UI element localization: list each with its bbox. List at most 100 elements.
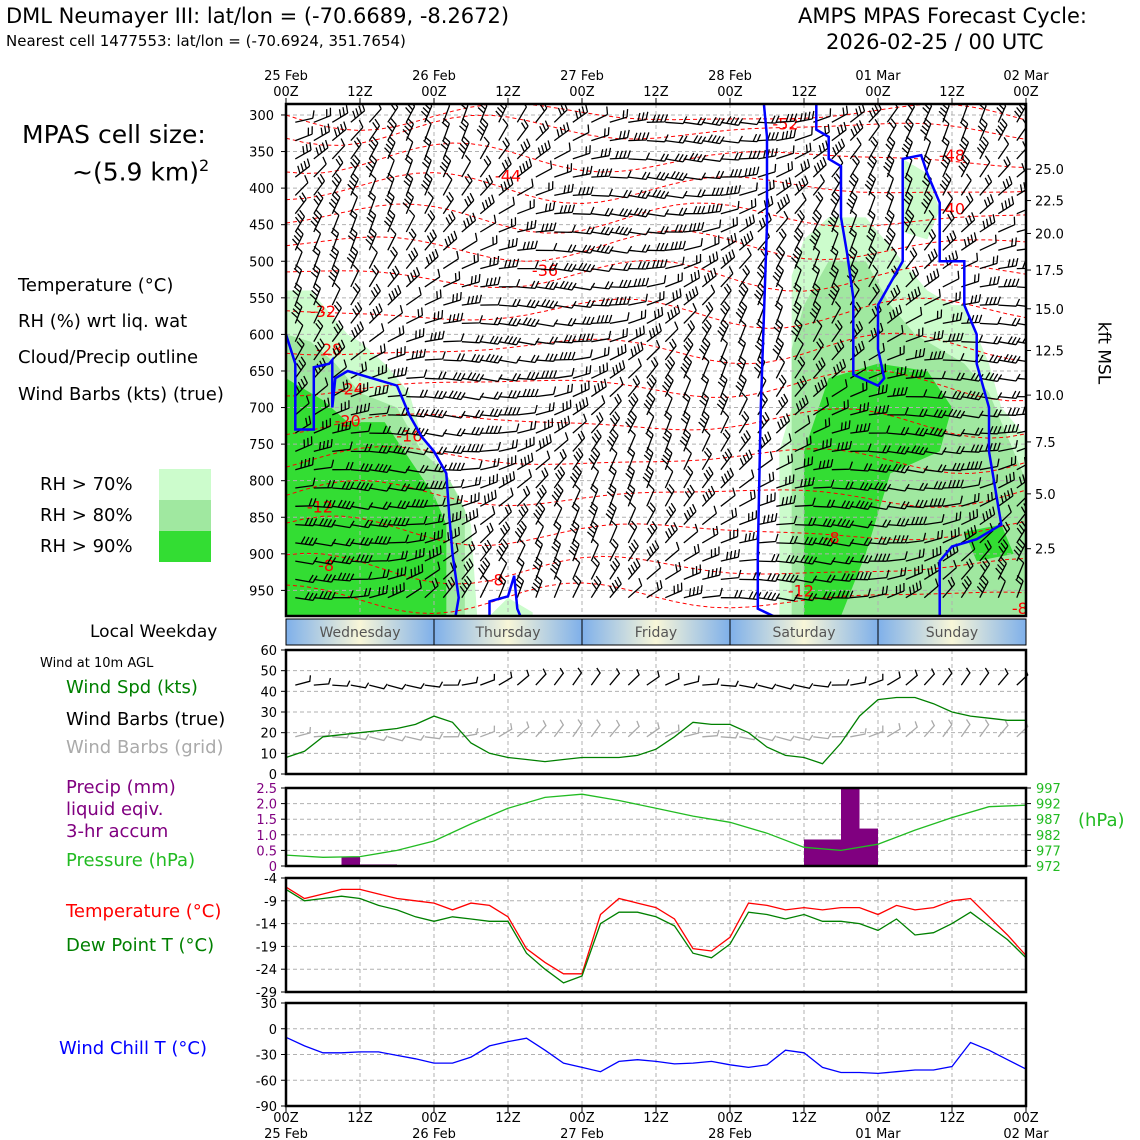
wind-barb [720,301,731,324]
wind-barb [794,497,816,507]
wind-barb [1016,377,1026,380]
wind-barb [516,502,529,525]
wind-barb [387,582,405,599]
wind-barb [683,269,701,288]
bottom-axis-hour: 00Z [569,1111,595,1126]
wind-barb [903,191,914,214]
panel-tick-label: 0 [269,860,277,875]
wind-barb [961,314,983,325]
wind-barb [553,104,568,123]
wind-barb [554,262,577,272]
weekday-name: Saturday [772,625,835,641]
wind-barb [793,227,804,251]
wind-barb [479,522,494,544]
wind-barb [775,413,791,434]
wind-barb [960,173,972,196]
wind-barb [516,452,534,471]
wind-barb [646,521,658,544]
wind-barb [424,248,439,270]
wind-barb [717,319,729,342]
wind-barb [738,411,750,434]
wind-barb [997,175,1013,196]
temperature-contour-line [286,446,1026,475]
wind-barb [405,247,419,270]
wind-barb [868,536,891,546]
temperature-contour-line [286,369,1026,402]
wind-barb-true [387,683,407,690]
kft-tick-label: 25.0 [1035,163,1064,178]
wind-barb [979,214,996,233]
wind-barb [609,520,618,544]
panel-tick-label: -29 [256,986,277,1001]
wind-barb [979,354,1003,364]
wind-barb [387,246,398,269]
precip-bar [804,839,841,866]
wind-barb [517,420,537,434]
wind-barb [958,154,971,178]
wind-barb [665,256,685,270]
wind-barb [998,317,1021,327]
wind-barb [942,576,956,599]
wind-barb [572,333,594,343]
wind-barb [591,106,609,123]
wind-barb [591,226,614,236]
wind-barb [831,105,849,123]
wind-barb [420,104,433,123]
wind-barb [646,209,670,218]
cross-section-panel: -52-48-44-40-36-32-28-24-20-16-12-8-8-8-… [249,102,1064,618]
top-axis-hour: 12Z [643,85,669,100]
wind-barb [553,142,571,160]
pressure-tick-label: 650 [249,365,274,380]
wind-barb [979,194,994,215]
pressure-tick-label: 350 [249,146,274,161]
wind-barb [295,591,318,602]
wind-barb-grid [480,725,496,738]
bottom-axis-hour: 12Z [347,1111,373,1126]
wind-barb [387,550,408,562]
wind-barb [757,212,772,233]
wind-barb [480,408,503,418]
wind-barb [699,392,710,416]
weekday-strip: Wednesday Thursday Friday Saturday Sunday [285,618,1027,646]
wind-barb-grid [369,735,388,742]
wind-barb [369,425,391,435]
wind-barb [905,580,922,599]
wind-barb [979,255,999,270]
wind-barb [775,228,787,251]
wind-barb [995,118,1008,141]
wind-barb [516,104,528,123]
wind-barb [387,366,408,379]
wind-barb [938,104,950,123]
wind-barb [976,136,989,160]
wind-barb [849,321,864,343]
wind-barb [331,301,342,324]
bottom-axis-hour: 00Z [421,1111,447,1126]
wind-barb [461,508,479,526]
wind-barb [831,555,855,565]
wind-barb [923,578,939,599]
wind-barb [868,463,892,473]
wind-barb [776,535,798,545]
weekday-name: Friday [635,625,677,641]
temperature-contour-label: -12 [788,581,814,600]
wind-barb [665,224,687,233]
wind-barb [865,246,878,269]
wind-barb [498,423,520,434]
wind-barb [942,312,963,325]
wind-barb [461,558,474,580]
wind-barb [368,264,380,288]
wind-barb [328,264,340,288]
wind-barb [295,456,315,471]
wind-barb [442,230,458,251]
wind-barb [831,500,854,510]
wind-barb [609,344,627,361]
wind-barb [459,117,469,141]
weekday-cell [433,618,583,646]
wind-barb [924,330,944,343]
wind-barb [683,585,703,599]
wind-barb-true [794,682,814,690]
legend-swatch-rh90 [159,531,211,562]
wind-barb [551,538,562,562]
wind-barb [773,319,784,342]
wind-barb [294,209,306,233]
